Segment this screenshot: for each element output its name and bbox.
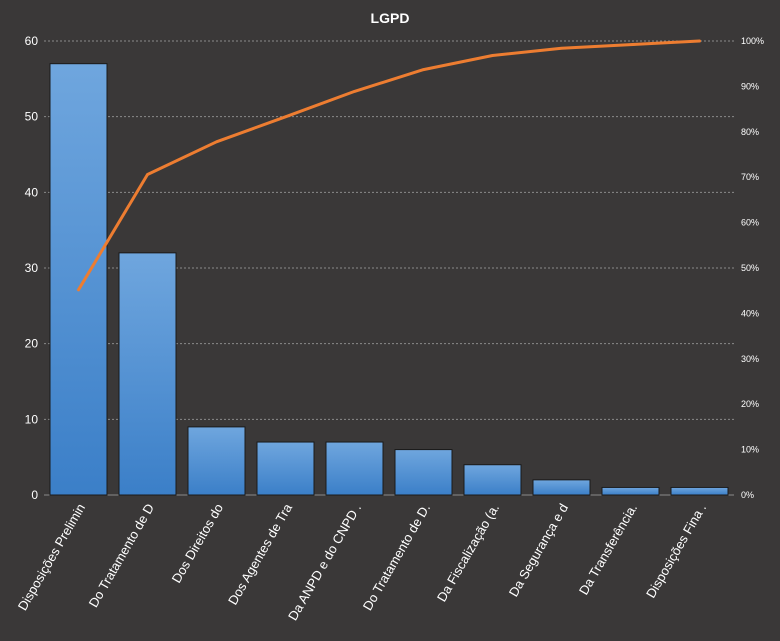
y-tick-label: 30: [25, 261, 39, 275]
y2-tick-label: 100%: [741, 36, 764, 46]
y2-tick-label: 0%: [741, 490, 754, 500]
cumulative-line-layer: [77, 39, 701, 292]
y2-tick-label: 70%: [741, 172, 759, 182]
x-tick-label: Dos Direitos do: [169, 501, 226, 585]
y2-tick-label: 60%: [741, 218, 759, 228]
x-tick-label: Do Tratamento de D.: [360, 501, 433, 613]
y2-tick-label: 10%: [741, 445, 759, 455]
y2-tick-label: 40%: [741, 308, 759, 318]
x-tick-label: Disposições Fina .: [643, 501, 709, 600]
chart-title: LGPD: [371, 10, 410, 26]
x-tick-label: Dos Agentes de Tra: [225, 500, 295, 607]
y-tick-label: 20: [25, 337, 39, 351]
x-tick-label: Da Segurança e d: [506, 501, 571, 599]
bar: [256, 441, 315, 496]
left-axis: 0 10 20 30 40 50 60: [25, 34, 39, 502]
bar: [325, 441, 384, 496]
bar: [118, 252, 177, 496]
y2-tick-label: 80%: [741, 127, 759, 137]
y-tick-label: 60: [25, 34, 39, 48]
y-tick-label: 50: [25, 110, 39, 124]
bar: [601, 486, 660, 496]
x-tick-label: Da Transferência.: [576, 501, 640, 597]
x-tick-label: Disposições Prelimin: [15, 501, 88, 613]
bar: [394, 449, 453, 496]
bar: [187, 426, 246, 496]
x-tick-label: Da ANPD e do CNPD .: [285, 501, 364, 623]
y-tick-label: 0: [31, 488, 38, 502]
bar: [463, 464, 522, 496]
x-tick-label: Da Fiscalização (a.: [434, 501, 502, 604]
y-tick-label: 40: [25, 185, 39, 199]
y2-tick-label: 90%: [741, 81, 759, 91]
bar: [670, 486, 729, 496]
y2-tick-label: 20%: [741, 399, 759, 409]
x-tick-label: Do Tratamento de D: [86, 501, 158, 610]
bar: [532, 479, 591, 496]
right-axis: 0% 10% 20% 30% 40% 50% 60% 70% 80% 90% 100%: [741, 36, 764, 500]
y-tick-label: 10: [25, 412, 39, 426]
y2-tick-label: 50%: [741, 263, 759, 273]
bar: [49, 63, 108, 496]
y2-tick-label: 30%: [741, 354, 759, 364]
cumulative-percent-line: [77, 39, 701, 292]
bars: [49, 63, 729, 496]
